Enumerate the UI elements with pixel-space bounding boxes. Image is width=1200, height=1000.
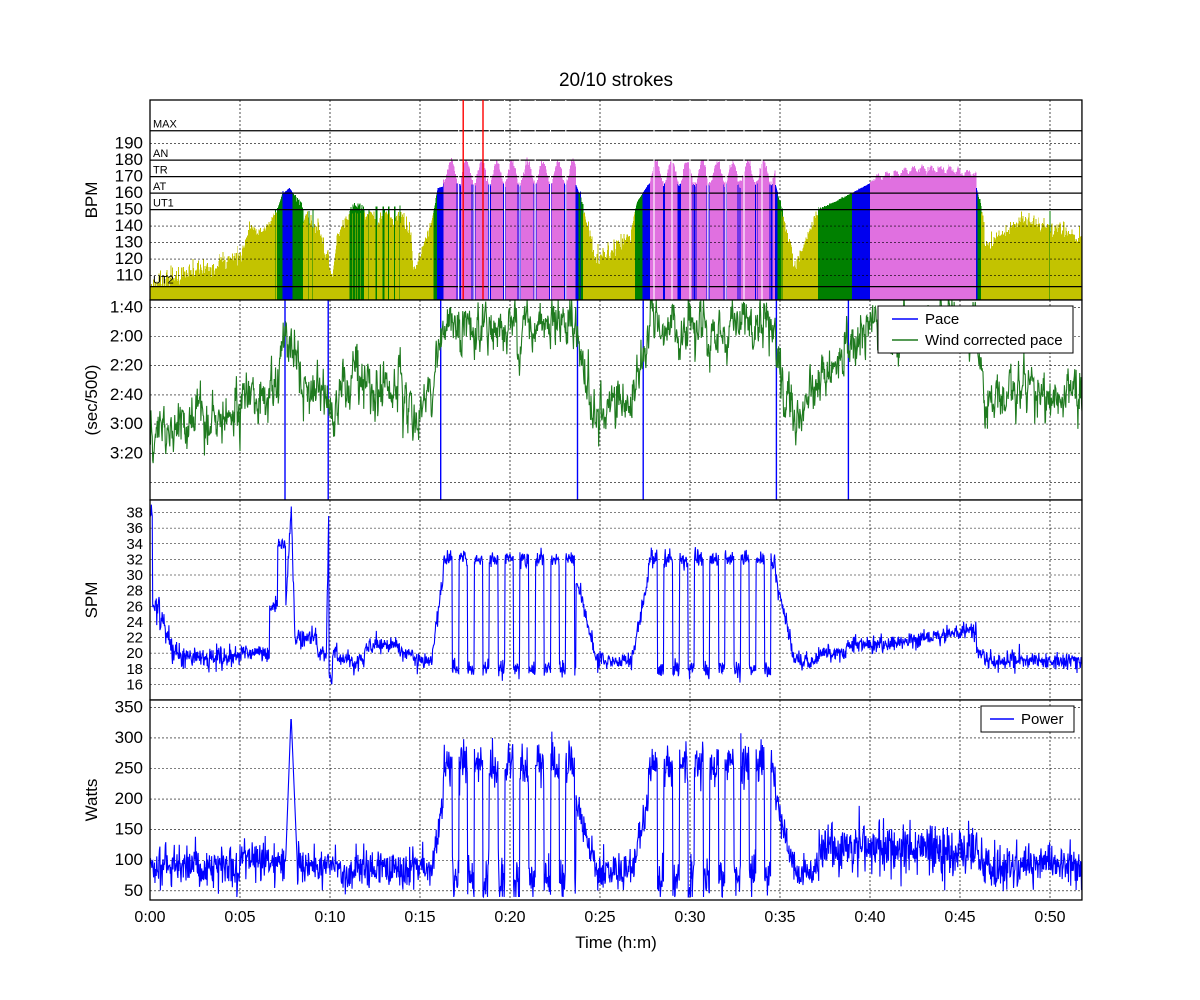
svg-text:0:45: 0:45 [944,909,975,926]
svg-text:UT1: UT1 [153,198,174,210]
svg-text:0:00: 0:00 [134,909,165,926]
svg-text:0:40: 0:40 [854,909,885,926]
svg-text:0:15: 0:15 [404,909,435,926]
svg-text:2:40: 2:40 [110,385,143,404]
svg-text:38: 38 [126,505,143,522]
svg-text:Power: Power [1021,711,1064,728]
svg-text:24: 24 [126,614,143,631]
svg-text:BPM: BPM [82,182,101,219]
svg-text:2:20: 2:20 [110,356,143,375]
svg-text:28: 28 [126,583,143,600]
svg-text:2:00: 2:00 [110,327,143,346]
svg-text:100: 100 [115,850,143,869]
svg-text:0:20: 0:20 [494,909,525,926]
svg-text:250: 250 [115,759,143,778]
svg-text:Pace: Pace [925,311,959,328]
svg-text:36: 36 [126,520,143,537]
svg-text:20: 20 [126,645,143,662]
svg-text:200: 200 [115,789,143,808]
svg-text:32: 32 [126,551,143,568]
svg-text:UT2: UT2 [153,275,174,287]
svg-text:26: 26 [126,598,143,615]
svg-text:3:20: 3:20 [110,443,143,462]
svg-text:0:50: 0:50 [1034,909,1065,926]
svg-text:(sec/500): (sec/500) [82,365,101,436]
svg-text:110: 110 [116,266,143,285]
svg-text:20/10 strokes: 20/10 strokes [559,70,673,91]
svg-text:30: 30 [126,567,143,584]
svg-text:150: 150 [115,820,143,839]
svg-text:300: 300 [115,728,143,747]
svg-text:22: 22 [126,630,143,647]
svg-text:MAX: MAX [153,119,178,131]
svg-text:AN: AN [153,148,168,160]
svg-text:Watts: Watts [82,779,101,822]
svg-text:0:10: 0:10 [314,909,345,926]
svg-text:AT: AT [153,181,167,193]
svg-text:0:30: 0:30 [674,909,705,926]
svg-text:Wind corrected pace: Wind corrected pace [925,332,1063,349]
svg-text:3:00: 3:00 [110,414,143,433]
svg-text:350: 350 [115,697,143,716]
svg-text:Time (h:m): Time (h:m) [575,933,657,952]
svg-text:0:25: 0:25 [584,909,615,926]
svg-text:0:35: 0:35 [764,909,795,926]
svg-text:0:05: 0:05 [224,909,255,926]
svg-text:TR: TR [153,165,168,177]
svg-text:16: 16 [126,676,143,693]
svg-text:1:40: 1:40 [110,297,143,316]
svg-text:50: 50 [124,881,143,900]
svg-text:SPM: SPM [82,582,101,619]
svg-text:34: 34 [126,536,143,553]
svg-text:18: 18 [126,661,143,678]
